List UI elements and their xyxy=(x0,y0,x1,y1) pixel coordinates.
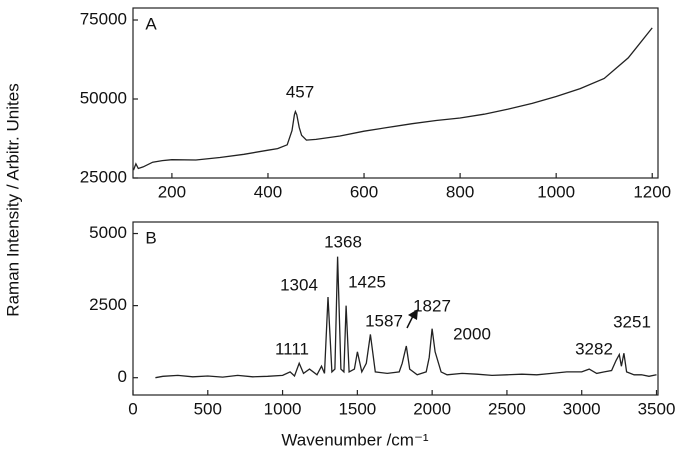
peak-label: 1111 xyxy=(275,339,309,358)
x-tick-label: 1200 xyxy=(633,182,671,201)
x-tick-label: 500 xyxy=(194,399,222,418)
y-axis-label: Raman Intensity / Arbitr. Unites xyxy=(3,83,22,316)
y-tick-label: 25000 xyxy=(80,167,127,186)
arrow-head xyxy=(408,309,418,320)
x-tick-label: 3000 xyxy=(563,399,601,418)
peak-label: 3251 xyxy=(613,312,651,331)
peak-label: 457 xyxy=(286,82,314,101)
peak-label: 3282 xyxy=(575,339,613,358)
peak-label: 1827 xyxy=(413,296,451,315)
peak-label: 1304 xyxy=(280,275,318,294)
y-tick-label: 0 xyxy=(118,367,127,386)
x-tick-label: 3500 xyxy=(638,399,676,418)
spectrum-line xyxy=(155,256,657,379)
panel-label: A xyxy=(145,14,157,33)
x-tick-label: 800 xyxy=(446,182,474,201)
peak-label: 2000 xyxy=(453,324,491,343)
x-axis-label: Wavenumber /cm⁻¹ xyxy=(281,430,429,449)
peak-label: 1425 xyxy=(348,272,386,291)
arrow xyxy=(406,315,414,329)
x-tick-label: 400 xyxy=(254,182,282,201)
panel-label: B xyxy=(145,228,156,247)
x-tick-label: 2500 xyxy=(488,399,526,418)
x-tick-label: 1000 xyxy=(264,399,302,418)
x-tick-label: 1000 xyxy=(537,182,575,201)
x-tick-label: 0 xyxy=(128,399,137,418)
plot-frame xyxy=(132,7,659,179)
y-tick-label: 5000 xyxy=(89,223,127,242)
plot-frame xyxy=(132,221,659,396)
peak-label: 1587 xyxy=(365,311,403,330)
x-tick-label: 2000 xyxy=(413,399,451,418)
spectrum-line xyxy=(132,27,653,171)
x-tick-label: 600 xyxy=(350,182,378,201)
peak-label: 1368 xyxy=(324,232,362,251)
y-tick-label: 75000 xyxy=(80,9,127,28)
x-tick-label: 1500 xyxy=(338,399,376,418)
x-tick-label: 200 xyxy=(158,182,186,201)
y-tick-label: 50000 xyxy=(80,88,127,107)
y-tick-label: 2500 xyxy=(89,295,127,314)
